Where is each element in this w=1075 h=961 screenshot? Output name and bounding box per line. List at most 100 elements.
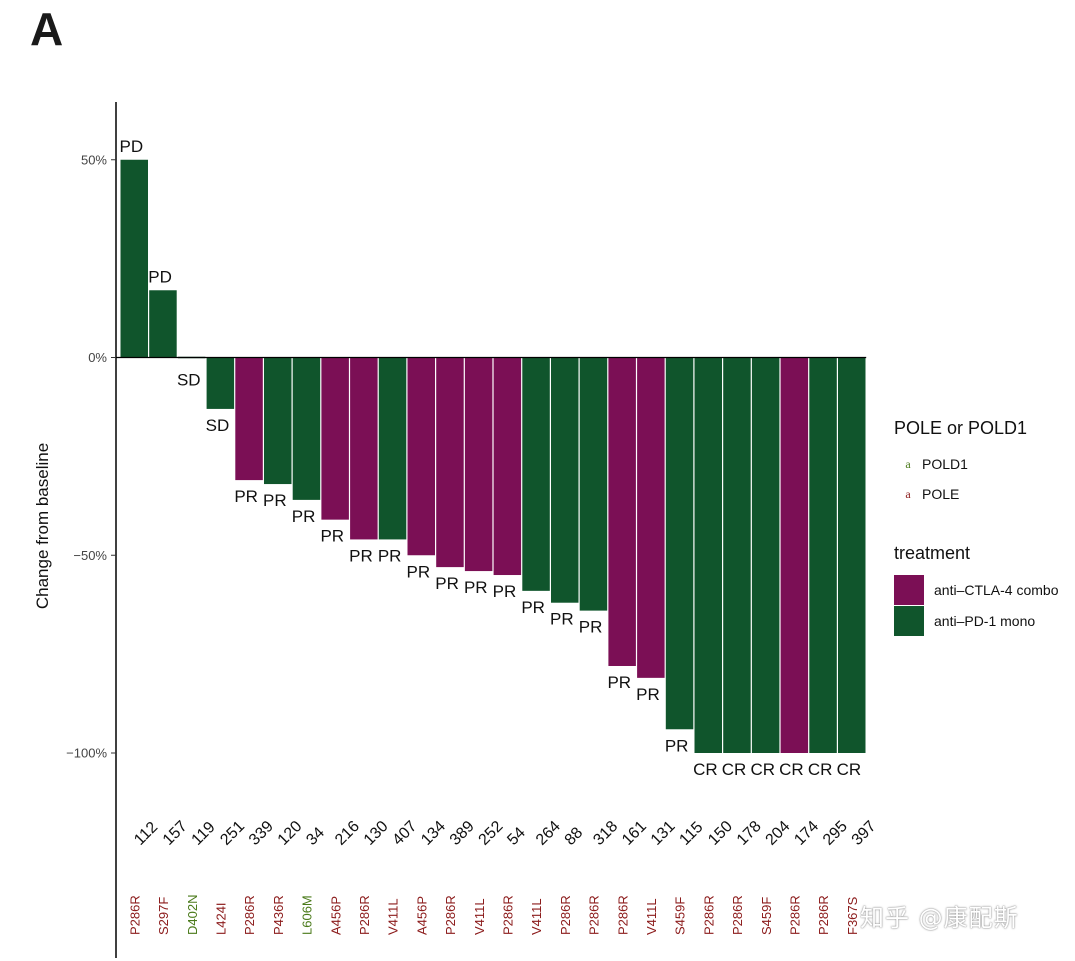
response-label: PD	[148, 267, 172, 286]
y-axis-title: Change from baseline	[33, 443, 52, 609]
mutation-label: P286R	[443, 895, 458, 935]
patient-id-label: 251	[217, 818, 248, 849]
bar-318	[579, 357, 608, 611]
bar-150	[694, 357, 722, 753]
pd1-swatch	[894, 605, 924, 636]
bar-34	[292, 357, 321, 500]
bar-112	[120, 159, 148, 358]
bar-178	[723, 357, 751, 753]
response-label: CR	[750, 760, 775, 779]
bar-389	[436, 357, 464, 568]
response-label: PR	[464, 578, 488, 597]
bar-134	[407, 357, 435, 556]
bar-130	[350, 357, 378, 540]
patient-id-label: 119	[189, 819, 219, 849]
response-label: PR	[292, 507, 316, 526]
patient-id-label: 54	[504, 824, 529, 849]
response-label: PR	[579, 618, 603, 637]
response-label: PR	[378, 546, 402, 565]
response-label: PR	[665, 736, 689, 755]
bar-339	[235, 357, 263, 481]
mutation-label: P286R	[587, 895, 602, 935]
gene-legend: POLE or POLD1 a POLD1 a POLE	[894, 418, 1027, 509]
mutation-label: F367S	[845, 896, 860, 935]
patient-id-label: 157	[160, 818, 191, 849]
patient-id-label: 252	[476, 818, 507, 849]
ctla4-swatch	[894, 574, 924, 605]
bar-216	[321, 357, 349, 520]
patient-id-label: 204	[763, 818, 794, 849]
mutation-label: P286R	[615, 895, 630, 935]
mutation-label: V411L	[386, 898, 401, 935]
response-label: PR	[320, 527, 344, 546]
patient-id-label: 295	[820, 818, 851, 849]
legend-item-ctla4: anti–CTLA-4 combo	[894, 574, 1059, 605]
legend-item-pole: a POLE	[894, 479, 1027, 509]
response-label: PR	[550, 610, 574, 629]
response-label: PR	[607, 673, 631, 692]
patient-id-label: 34	[303, 824, 328, 849]
mutation-label: S459F	[759, 897, 774, 935]
response-label: PR	[407, 562, 431, 581]
response-label: SD	[177, 371, 201, 390]
bar-88	[551, 357, 579, 603]
gene-legend-title: POLE or POLD1	[894, 418, 1028, 438]
bar-161	[608, 357, 636, 666]
ctla4-label: anti–CTLA-4 combo	[934, 581, 1059, 598]
mutation-label: A456P	[414, 896, 429, 935]
response-label: PR	[234, 487, 258, 506]
response-label: CR	[722, 760, 747, 779]
mutation-label: P286R	[701, 895, 716, 935]
patient-id-label: 161	[619, 818, 650, 849]
response-label: CR	[693, 760, 718, 779]
bar-131	[637, 357, 665, 678]
patient-id-label: 88	[562, 824, 587, 849]
bar-397	[838, 357, 866, 753]
patient-id-label: 130	[361, 818, 392, 849]
patient-id-label: 216	[332, 818, 363, 849]
response-label: CR	[779, 760, 804, 779]
response-label: PR	[349, 546, 373, 565]
y-tick-label: −100%	[66, 746, 107, 761]
mutation-label: V411L	[472, 898, 487, 935]
panel-letter: A	[30, 3, 64, 55]
bar-251	[206, 357, 235, 409]
response-label: PR	[435, 574, 459, 593]
patient-id-label: 264	[533, 818, 564, 849]
y-tick-label: 0%	[88, 350, 107, 365]
bar-252	[464, 357, 493, 572]
patient-id-label: 150	[705, 818, 736, 849]
response-label: PR	[636, 685, 660, 704]
bars-layer	[120, 159, 866, 753]
bar-157	[149, 290, 177, 358]
treatment-legend-title: treatment	[894, 543, 971, 563]
mutation-label: P286R	[242, 895, 257, 935]
bar-174	[780, 357, 809, 753]
legend-item-pold1: a POLD1	[894, 449, 1027, 479]
mutation-label: V411L	[644, 898, 659, 935]
mutation-label: P436R	[271, 895, 286, 935]
mutation-label: S459F	[673, 897, 688, 935]
patient-id-label: 178	[734, 818, 765, 849]
patient-id-label: 407	[389, 818, 420, 849]
patient-id-label: 397	[849, 818, 880, 849]
bar-407	[378, 357, 407, 540]
treatment-legend: treatment anti–CTLA-4 combo anti–PD-1 mo…	[894, 543, 1059, 636]
pole-label: POLE	[922, 486, 960, 502]
bar-264	[522, 357, 550, 591]
mutation-label: L606M	[300, 895, 315, 935]
mutation-label: P286R	[787, 895, 802, 935]
mutation-label: A456P	[328, 896, 343, 935]
response-label: CR	[808, 760, 833, 779]
y-tick-label: −50%	[73, 548, 107, 563]
patient-id-label: 339	[246, 818, 277, 849]
y-axis: 50% 0% −50% −100% Change from baseline	[33, 102, 867, 958]
patient-id-label: 318	[590, 818, 621, 849]
pold1-glyph: a	[905, 456, 911, 471]
bar-120	[264, 357, 292, 485]
response-label: PD	[120, 137, 144, 156]
bar-54	[493, 357, 522, 576]
patient-id-label: 174	[791, 818, 822, 849]
mutation-label: P286R	[730, 895, 745, 935]
